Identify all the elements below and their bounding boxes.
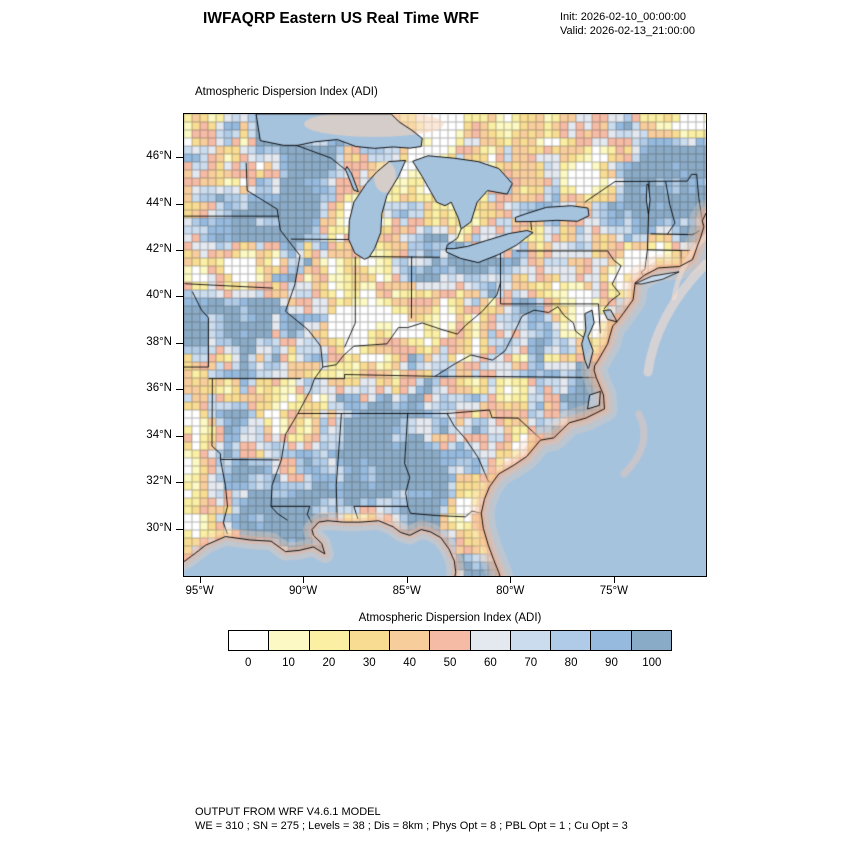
lat-tick-label: 46°N: [146, 150, 172, 163]
colorbar-tick-label: 100: [642, 657, 662, 669]
lat-tick-label: 40°N: [146, 289, 172, 302]
colorbar-title: Atmospheric Dispersion Index (ADI): [358, 612, 542, 624]
lat-tick: [176, 435, 183, 437]
adi-map-canvas: [184, 114, 706, 576]
page-title: IWFAQRP Eastern US Real Time WRF: [203, 10, 479, 27]
colorbar-tick-label: 90: [605, 657, 618, 669]
lon-tick-label: 75°W: [599, 585, 628, 597]
lat-tick-label: 34°N: [146, 428, 172, 441]
map-title: Atmospheric Dispersion Index (ADI): [195, 86, 378, 98]
colorbar-tick-label: 30: [362, 657, 376, 669]
colorbar-tick-label: 70: [524, 657, 538, 669]
lon-tick-label: 85°W: [392, 585, 421, 597]
colorbar-tick-label: 80: [564, 657, 578, 669]
colorbar-tick-label: 10: [282, 657, 295, 669]
colorbar-cell: [550, 630, 592, 651]
lon-tick: [406, 577, 408, 583]
colorbar-cell: [268, 630, 310, 651]
colorbar-tick-label: 0: [244, 657, 252, 669]
colorbar-cell: [469, 630, 511, 651]
colorbar-tick-label: 60: [483, 657, 497, 669]
footer-model-line: OUTPUT FROM WRF V4.6.1 MODEL: [195, 806, 381, 818]
lon-tick-label: 95°W: [185, 585, 214, 597]
lat-tick-label: 38°N: [146, 335, 172, 348]
footer-config-line: WE = 310 ; SN = 275 ; Levels = 38 ; Dis …: [195, 820, 628, 832]
lon-tick: [199, 577, 201, 583]
lat-tick-label: 30°N: [146, 521, 172, 534]
lon-tick: [613, 577, 615, 583]
lon-tick-label: 90°W: [289, 585, 318, 597]
lat-tick: [176, 296, 183, 298]
lat-tick: [176, 203, 183, 205]
lat-tick: [176, 528, 183, 530]
lat-tick-label: 42°N: [146, 242, 172, 255]
lat-tick: [176, 389, 183, 391]
colorbar-tick-label: 40: [403, 657, 417, 669]
colorbar-labels: 0 10 20 30 40 50 60 70 80 90 100: [228, 657, 672, 671]
valid-time: Valid: 2026-02-13_21:00:00: [560, 25, 695, 37]
colorbar-cell: [228, 630, 270, 651]
map-frame: [183, 113, 707, 577]
colorbar-cell: [308, 630, 350, 651]
colorbar-tick-label: 50: [443, 657, 457, 669]
lat-tick: [176, 249, 183, 251]
lat-tick-label: 36°N: [146, 382, 172, 395]
colorbar-cell: [509, 630, 552, 651]
lat-tick-label: 32°N: [146, 475, 172, 488]
colorbar-cell: [429, 630, 471, 651]
init-time: Init: 2026-02-10_00:00:00: [560, 11, 686, 23]
lon-tick: [510, 577, 512, 583]
colorbar-cell: [630, 630, 672, 651]
colorbar: [228, 630, 672, 651]
colorbar-tick-label: 20: [322, 657, 336, 669]
colorbar-cell: [389, 630, 431, 651]
colorbar-cell: [590, 630, 632, 651]
lat-tick-label: 44°N: [146, 196, 172, 209]
lat-tick: [176, 482, 183, 484]
lat-tick: [176, 157, 183, 159]
lon-tick-label: 80°W: [496, 585, 525, 597]
colorbar-cell: [348, 630, 391, 651]
lon-tick: [303, 577, 305, 583]
lat-tick: [176, 342, 183, 344]
